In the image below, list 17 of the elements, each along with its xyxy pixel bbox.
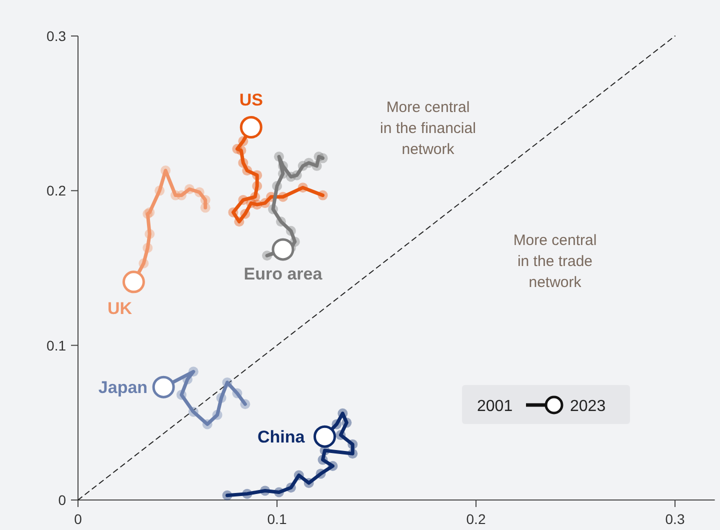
y-tick-label: 0.1 xyxy=(46,337,66,354)
series-label: US xyxy=(239,90,263,110)
annotation: More central in the financial network xyxy=(380,99,476,158)
series-label: China xyxy=(258,428,306,447)
series-label: Euro area xyxy=(244,264,323,284)
annotation: 2001 xyxy=(477,398,513,415)
annotation: More central in the trade network xyxy=(513,232,597,291)
x-tick-label: 0.3 xyxy=(665,511,685,527)
series-label: Japan xyxy=(98,378,148,398)
x-tick-label: 0 xyxy=(74,511,82,527)
x-tick-label: 0.2 xyxy=(466,511,486,527)
series-label: UK xyxy=(107,298,133,318)
x-tick-label: 0.1 xyxy=(267,511,287,527)
y-tick-label: 0.3 xyxy=(46,28,66,44)
annotation: 2023 xyxy=(570,398,606,415)
y-tick-label: 0 xyxy=(58,492,66,508)
y-tick-label: 0.2 xyxy=(46,182,66,199)
